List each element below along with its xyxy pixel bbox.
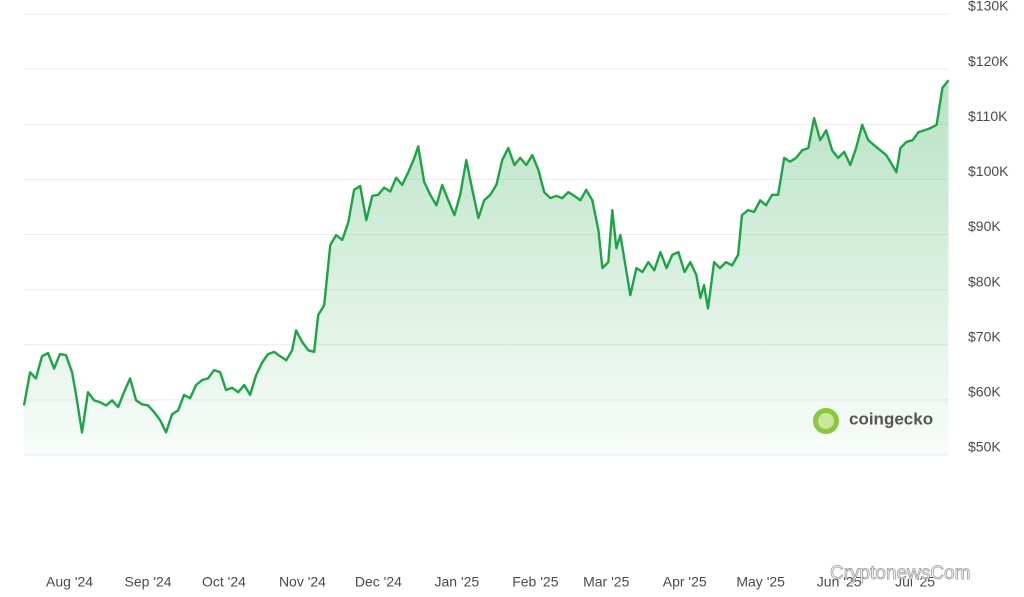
area (24, 80, 949, 455)
watermark: coingecko (849, 409, 933, 428)
axis-labels: $50K $60K $70K $80K $90K $100K $110K $120K $130K… (46, 0, 1009, 590)
x-tick-label: Jun '25 (817, 574, 862, 590)
coingecko-logo: coingecko (813, 408, 933, 434)
x-tick-label: Jan '25 (435, 574, 480, 590)
y-tick-label: $50K (968, 439, 1001, 455)
y-tick-label: $120K (968, 53, 1009, 69)
x-tick-label: Jul '25 (895, 574, 935, 590)
y-tick-label: $100K (968, 163, 1009, 179)
source-watermark: CryptonewsCom (830, 563, 970, 584)
y-tick-label: $60K (968, 384, 1001, 400)
x-tick-label: May '25 (736, 574, 785, 590)
y-tick-label: $90K (968, 218, 1001, 234)
x-tick-label: Dec '24 (355, 574, 402, 590)
x-tick-label: Oct '24 (202, 574, 246, 590)
plot (22, 79, 950, 455)
x-tick-label: Nov '24 (279, 574, 326, 590)
x-tick-label: Mar '25 (583, 574, 629, 590)
price-line (22, 79, 950, 434)
y-tick-label: $130K (968, 0, 1009, 14)
x-tick-label: Sep '24 (125, 574, 172, 590)
x-tick-label: Apr '25 (663, 574, 707, 590)
x-tick-label: Aug '24 (46, 574, 93, 590)
y-tick-label: $110K (968, 108, 1008, 124)
y-tick-label: $80K (968, 273, 1001, 289)
logo-icon-inner (818, 413, 834, 429)
x-tick-label: Feb '25 (512, 574, 558, 590)
y-tick-label: $70K (968, 328, 1001, 344)
